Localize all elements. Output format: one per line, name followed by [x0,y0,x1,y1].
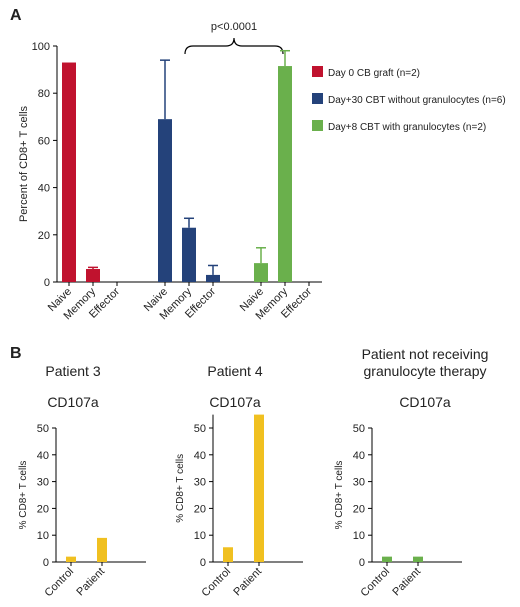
bar [62,62,76,282]
bar [86,269,100,282]
y-axis-label: % CD8+ T cells [18,461,29,530]
bar [206,274,220,282]
legend-swatch [312,66,323,77]
y-tick-label: 40 [38,183,50,195]
chart-title: Patient not receiving granulocyte therap… [361,346,489,379]
y-tick-label: 0 [44,277,50,289]
y-tick-label: 30 [37,477,49,489]
y-tick-label: 60 [38,135,50,147]
panel-label: B [10,345,22,362]
x-tick-label: Patient [390,566,423,599]
x-tick-label: Control [200,566,234,600]
legend-label: Day 0 CB graft (n=2) [328,68,420,79]
y-tick-label: 30 [194,477,206,489]
y-tick-label: 20 [353,503,365,515]
bar [382,556,392,562]
chart-title: Patient 3 [45,363,101,379]
y-tick-label: 10 [37,530,49,542]
y-axis-label: % CD8+ T cells [334,461,345,530]
legend-swatch [312,93,323,104]
y-tick-label: 20 [37,503,49,515]
panel-label: A [10,7,22,24]
y-tick-label: 100 [32,41,50,53]
chart-subtitle: CD107a [47,394,99,410]
bar [223,547,233,562]
x-tick-label: Patient [74,566,107,599]
chart-subtitle: CD107a [209,394,261,410]
y-tick-label: 0 [359,557,365,569]
y-tick-label: 10 [353,530,365,542]
annotation: p<0.0001 [211,21,257,33]
bar [254,263,268,282]
y-tick-label: 0 [43,557,49,569]
y-axis-label: Percent of CD8+ T cells [18,105,30,222]
bar [254,414,264,562]
bar [158,119,172,282]
bar [182,227,196,282]
y-tick-label: 10 [194,530,206,542]
y-tick-label: 20 [38,230,50,242]
legend-swatch [312,120,323,131]
bar [97,537,107,562]
y-tick-label: 40 [194,450,206,462]
x-tick-label: Patient [231,566,264,599]
y-tick-label: 0 [200,557,206,569]
chart-title: Patient 4 [207,363,263,379]
bar [66,556,76,562]
y-tick-label: 80 [38,88,50,100]
y-tick-label: 30 [353,477,365,489]
x-tick-label: Control [359,566,393,600]
chart-subtitle: CD107a [399,394,451,410]
bar [413,556,423,562]
y-tick-label: 50 [194,423,206,435]
y-tick-label: 50 [353,423,365,435]
y-tick-label: 40 [353,450,365,462]
y-tick-label: 40 [37,450,49,462]
legend-label: Day+8 CBT with granulocytes (n=2) [328,122,486,133]
y-axis-label: % CD8+ T cells [175,454,186,523]
x-tick-label: Control [43,566,77,600]
y-tick-label: 50 [37,423,49,435]
bar [278,66,292,282]
y-tick-label: 20 [194,503,206,515]
legend-label: Day+30 CBT without granulocytes (n=6) [328,95,506,106]
brace [184,37,284,55]
